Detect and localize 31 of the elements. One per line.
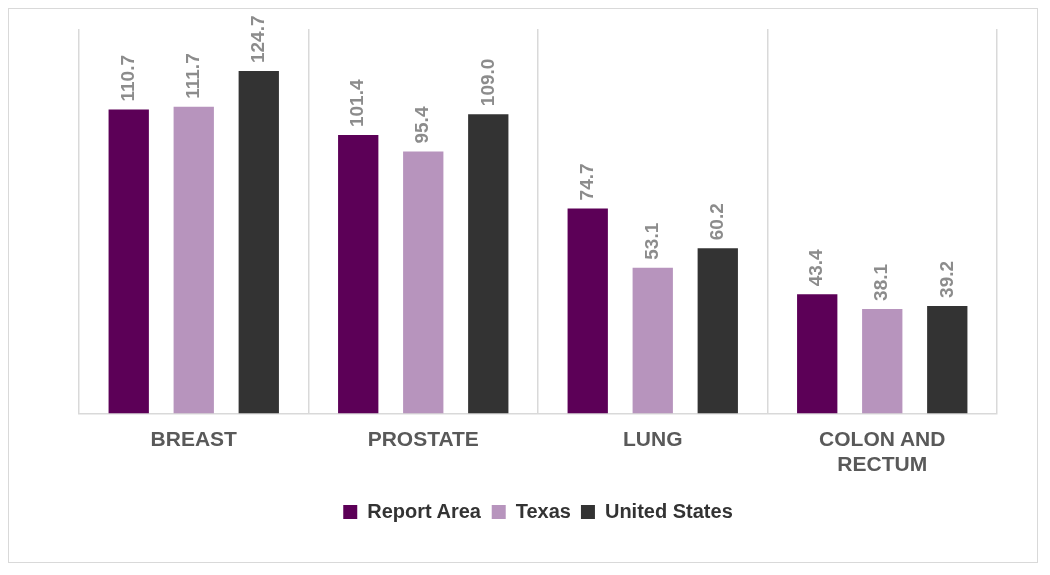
bar [403,151,444,414]
bar [797,294,838,414]
bar [468,114,509,414]
data-label: 109.0 [476,58,498,107]
data-label: 110.7 [116,54,138,102]
x-tick-label: COLON AND RECTUM [819,427,946,476]
data-label: 124.7 [247,15,269,64]
data-label: 53.1 [640,222,662,260]
bar [108,109,149,414]
legend-label: Report Area [367,499,482,522]
x-tick-label: BREAST [150,427,238,450]
bar [927,305,968,414]
data-label: 74.7 [575,163,597,201]
data-label: 101.4 [346,79,368,128]
x-tick-label: PROSTATE [367,427,479,450]
legend-label: Texas [515,499,571,522]
data-label: 111.7 [181,53,203,99]
bar [862,308,903,414]
bar [697,248,738,414]
bar [567,208,608,414]
legend-label: United States [604,499,733,522]
bar [173,106,214,414]
x-tick-label: LUNG [623,427,683,450]
data-label: 38.1 [870,263,892,301]
bar [238,71,279,414]
data-label: 39.2 [935,260,957,298]
bar [338,135,379,414]
data-label: 43.4 [805,248,827,287]
data-label: 95.4 [411,106,433,144]
data-label: 60.2 [706,203,728,241]
bar [632,267,673,414]
